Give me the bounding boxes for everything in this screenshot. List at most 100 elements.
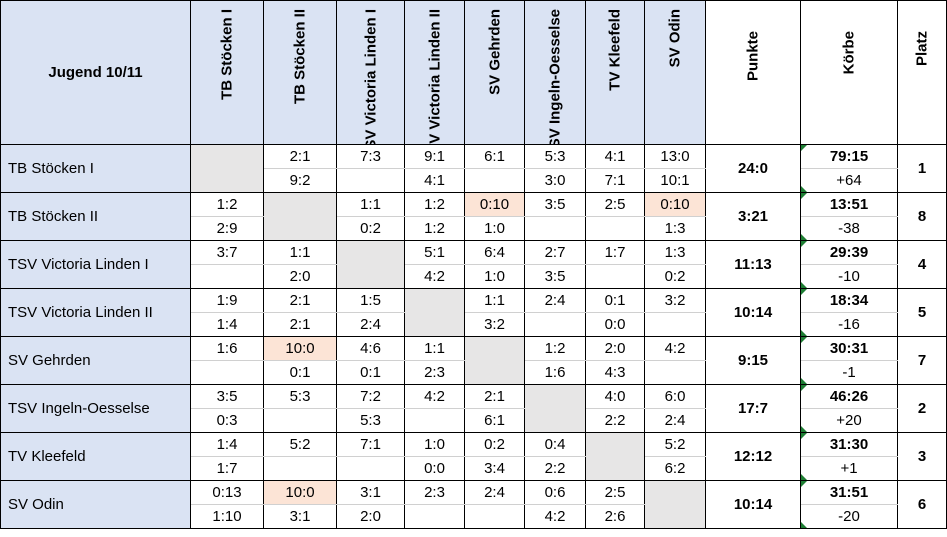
result-second: 4:2: [404, 264, 465, 289]
team-name: TSV Victoria Linden I: [0, 240, 191, 289]
result-first: 3:1: [336, 480, 405, 505]
result-second: [644, 360, 706, 385]
result-first: 3:5: [524, 192, 586, 217]
result-second: 3:2: [464, 312, 525, 337]
koerbe-difference: -20: [800, 504, 898, 529]
result-second: 2:3: [404, 360, 465, 385]
team-name: TB Stöcken I: [0, 144, 191, 193]
punkte-header: Punkte: [705, 0, 801, 145]
punkte-value: 17:7: [705, 384, 801, 433]
result-second: [404, 408, 465, 433]
result-first: 10:0: [263, 336, 337, 361]
result-second: 0:3: [190, 408, 264, 433]
koerbe-value: 79:15: [800, 144, 898, 169]
column-header: TSV Victoria Linden II: [404, 0, 465, 145]
result-second: 7:1: [585, 168, 645, 193]
result-first: 0:13: [190, 480, 264, 505]
koerbe-difference: -1: [800, 360, 898, 385]
koerbe-difference: +64: [800, 168, 898, 193]
result-first: 5:1: [404, 240, 465, 265]
table-row-second-leg: 1:10 3:1 2:0 4:2 2:6 -20: [1, 504, 947, 529]
result-second: [336, 456, 405, 481]
result-first: 1:1: [336, 192, 405, 217]
result-first: 0:2: [464, 432, 525, 457]
result-second: 2:6: [585, 504, 645, 529]
koerbe-difference: -10: [800, 264, 898, 289]
result-first: 0:4: [524, 432, 586, 457]
result-second: [464, 504, 525, 529]
result-second: 3:5: [524, 264, 586, 289]
table-row: TB Stöcken I 2:1 7:3 9:1 6:1 5:3 4:1 13:0 24:0 79…: [0, 144, 947, 193]
platz-value: 5: [897, 288, 947, 337]
result-first: 1:1: [263, 240, 337, 265]
result-first: 0:6: [524, 480, 586, 505]
platz-value: 2: [897, 384, 947, 433]
result-first: 1:6: [190, 336, 264, 361]
platz-value: 8: [897, 192, 947, 241]
result-first: 13:0: [644, 144, 706, 169]
result-second: [263, 408, 337, 433]
result-first: 2:3: [404, 480, 465, 505]
result-first: 7:1: [336, 432, 405, 457]
team-name: SV Gehrden: [0, 336, 191, 385]
result-first: 1:7: [585, 240, 645, 265]
result-first: 2:7: [524, 240, 586, 265]
result-second: 1:2: [404, 216, 465, 241]
result-second: [524, 312, 586, 337]
punkte-value: 3:21: [705, 192, 801, 241]
team-name: TV Kleefeld: [0, 432, 191, 481]
diagonal-cell: [644, 480, 706, 529]
team-name: TSV Ingeln-Oesselse: [0, 384, 191, 433]
result-first: 2:5: [585, 192, 645, 217]
result-first: 5:2: [263, 432, 337, 457]
punkte-value: 24:0: [705, 144, 801, 193]
result-first: 4:2: [644, 336, 706, 361]
platz-header: Platz: [897, 0, 947, 145]
koerbe-value: 18:34: [800, 288, 898, 313]
koerbe-value: 30:31: [800, 336, 898, 361]
column-header: TSV Victoria Linden I: [336, 0, 405, 145]
result-second: 0:2: [336, 216, 405, 241]
result-second: 1:7: [190, 456, 264, 481]
diagonal-cell: [336, 240, 405, 289]
result-first: 6:4: [464, 240, 525, 265]
column-header: TSV Ingeln-Oesselse: [524, 0, 586, 145]
result-first: 1:1: [464, 288, 525, 313]
result-first: 6:1: [464, 144, 525, 169]
koerbe-header: Körbe: [800, 0, 898, 145]
result-first: 1:5: [336, 288, 405, 313]
result-second: [190, 360, 264, 385]
punkte-value: 12:12: [705, 432, 801, 481]
table-title: Jugend 10/11: [0, 0, 191, 145]
result-first: 2:5: [585, 480, 645, 505]
punkte-value: 11:13: [705, 240, 801, 289]
koerbe-value: 31:51: [800, 480, 898, 505]
result-second: 0:1: [263, 360, 337, 385]
team-name: SV Odin: [0, 480, 191, 529]
table-row: TV Kleefeld 1:4 5:2 7:1 1:0 0:2 0:4 5:2 12:12 31:…: [0, 432, 947, 481]
result-first: 5:3: [524, 144, 586, 169]
koerbe-difference: +1: [800, 456, 898, 481]
diagonal-cell: [404, 288, 465, 337]
result-first: 0:10: [644, 192, 706, 217]
result-second: 2:4: [336, 312, 405, 337]
result-second: 2:0: [263, 264, 337, 289]
result-first: 4:1: [585, 144, 645, 169]
table-row: SV Gehrden 1:6 10:0 4:6 1:1 1:2 2:0 4:2 9:15 30:3…: [0, 336, 947, 385]
result-first: 6:0: [644, 384, 706, 409]
column-header: SV Gehrden: [464, 0, 525, 145]
result-first: 1:0: [404, 432, 465, 457]
result-first: 2:1: [263, 144, 337, 169]
result-first: 1:3: [644, 240, 706, 265]
result-first: 3:5: [190, 384, 264, 409]
table-row-second-leg: 9:2 4:1 3:0 7:1 10:1 +64: [1, 168, 947, 193]
result-first: 2:0: [585, 336, 645, 361]
table-row: TSV Victoria Linden I 3:7 1:1 5:1 6:4 2:7 1:7 1…: [0, 240, 947, 289]
result-first: 1:2: [404, 192, 465, 217]
result-second: [336, 168, 405, 193]
team-name: TSV Victoria Linden II: [0, 288, 191, 337]
result-first: 9:1: [404, 144, 465, 169]
table-row: TSV Victoria Linden II 1:9 2:1 1:5 1:1 2:4 0:1…: [0, 288, 947, 337]
table-row-second-leg: 0:1 0:1 2:3 1:6 4:3 -1: [1, 360, 947, 385]
